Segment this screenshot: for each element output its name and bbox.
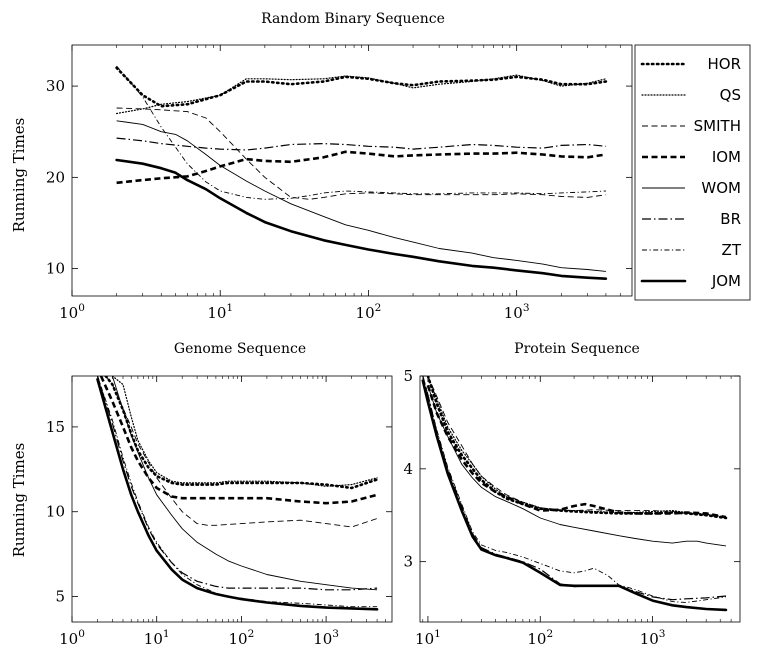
y-tick-label: 30 [46, 77, 65, 95]
chart-random-binary: Random Binary Sequence Running Times 100… [10, 11, 751, 322]
y-tick-label: 15 [46, 418, 65, 436]
x-tick-label: 100 [59, 628, 85, 648]
chart-protein: Protein Sequence 101 102 103 3 4 5 [403, 341, 741, 648]
y-tick-label: 4 [403, 460, 413, 478]
y-tick-label: 20 [46, 168, 65, 186]
legend-label-zt: ZT [722, 241, 742, 259]
series-line-smith [427, 376, 727, 519]
series-line-jom [96, 378, 379, 611]
series-line-wom [427, 385, 727, 547]
series-line-jom [421, 379, 728, 612]
series-line-br [116, 137, 606, 151]
series-line-wom [116, 120, 606, 272]
legend: HOR QS SMITH IOM WOM BR ZT JOM [634, 44, 751, 301]
chart-title: Genome Sequence [174, 341, 306, 357]
series-line-jom [115, 158, 608, 281]
series-line-qs [111, 376, 378, 487]
series-line-zt [116, 65, 606, 200]
series-line-hor [104, 376, 379, 490]
plot-area: 101 102 103 3 4 5 [403, 367, 741, 648]
y-axis-label: Running Times [10, 118, 28, 233]
x-tick-label: 102 [356, 302, 382, 322]
y-tick-label: 10 [46, 503, 65, 521]
legend-label-smith: SMITH [694, 117, 741, 135]
plot-frame [419, 375, 741, 623]
legend-label-hor: HOR [707, 55, 741, 73]
x-tick-label: 101 [415, 628, 441, 648]
y-tick-label: 5 [55, 588, 65, 606]
x-tick-label: 103 [313, 628, 339, 648]
legend-label-jom: JOM [711, 272, 741, 290]
plot-area: 100 101 102 103 10 20 30 [46, 44, 633, 322]
x-tick-label: 101 [207, 302, 233, 322]
series-group [421, 376, 728, 612]
x-tick-label: 103 [504, 302, 530, 322]
x-tick-label: 102 [229, 628, 255, 648]
x-tick-label: 102 [527, 628, 553, 648]
series-line-smith [105, 376, 378, 528]
legend-label-br: BR [720, 210, 741, 228]
x-tick-label: 100 [59, 302, 85, 322]
legend-label-qs: QS [720, 86, 741, 104]
y-tick-label: 5 [403, 367, 413, 385]
series-line-iom [426, 384, 727, 519]
series-line-smith [116, 107, 606, 200]
plot-area: 100 101 102 103 5 10 15 [46, 375, 393, 648]
plot-frame [71, 375, 393, 623]
y-axis-label: Running Times [10, 443, 28, 558]
legend-box [634, 44, 751, 301]
series-group [96, 376, 379, 611]
y-tick-label: 10 [46, 260, 65, 278]
series-line-br [96, 376, 378, 591]
series-line-zt [97, 376, 378, 608]
plot-frame [71, 44, 633, 297]
chart-title: Random Binary Sequence [261, 11, 445, 27]
x-tick-label: 103 [640, 628, 666, 648]
series-line-hor [426, 376, 728, 520]
y-tick-label: 3 [403, 553, 413, 571]
series-line-hor [115, 66, 608, 108]
series-line-iom [116, 150, 607, 185]
x-tick-label: 101 [144, 628, 170, 648]
series-group [115, 65, 608, 281]
chart-genome: Genome Sequence Running Times 100 101 102 1… [10, 341, 393, 648]
series-line-br [422, 376, 727, 601]
series-line-qs [115, 74, 607, 115]
series-line-zt [422, 376, 727, 603]
chart-title: Protein Sequence [514, 341, 640, 357]
series-line-iom [99, 376, 378, 505]
legend-label-wom: WOM [701, 179, 741, 197]
series-line-qs [427, 376, 727, 518]
legend-label-iom: IOM [712, 148, 741, 166]
series-line-wom [111, 376, 378, 591]
